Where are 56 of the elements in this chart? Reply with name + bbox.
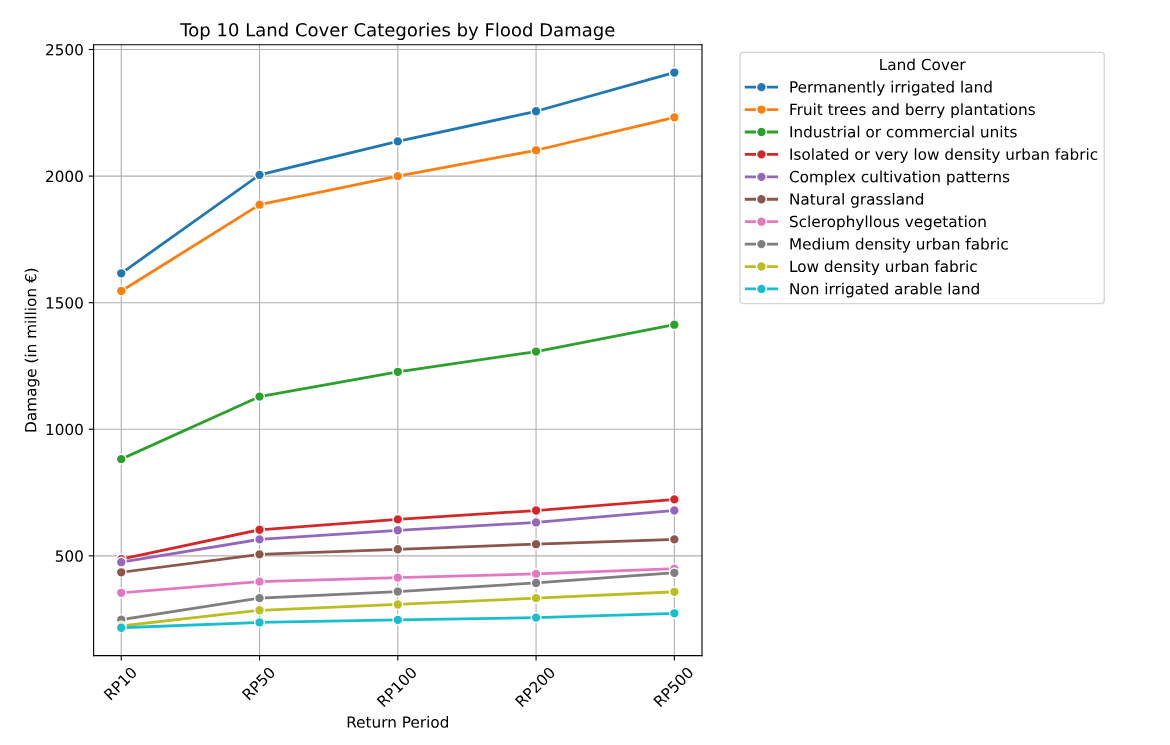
point [392, 524, 404, 536]
point [668, 319, 680, 331]
point [392, 572, 404, 584]
point [530, 577, 542, 589]
point [253, 548, 266, 560]
point [253, 169, 266, 181]
point [668, 586, 680, 598]
legend-label: Industrial or commercial units [790, 125, 1017, 138]
point [253, 592, 266, 604]
y-tick-label: 2500 [46, 43, 83, 56]
legend-label: Natural grassland [790, 193, 924, 208]
point [530, 612, 542, 624]
legend-label: Sclerophyllous vegetation [789, 215, 986, 231]
point [392, 513, 404, 525]
point [392, 614, 404, 626]
point [392, 366, 404, 378]
point [530, 504, 542, 517]
point [392, 170, 404, 182]
y-tick-label: 1500 [46, 297, 83, 309]
point [530, 592, 542, 604]
point [530, 538, 542, 550]
legend-label: Non irrigated arable land [790, 282, 979, 298]
legend-label: Permanently irrigated land [790, 80, 992, 96]
point [668, 493, 680, 505]
point [530, 144, 542, 156]
point [668, 533, 680, 545]
point [392, 543, 404, 555]
point [530, 516, 542, 528]
point [392, 598, 404, 611]
point [253, 604, 266, 616]
point [668, 66, 680, 79]
point [253, 533, 266, 545]
legend-label: Fruit trees and berry plantations [790, 103, 1035, 119]
point [392, 585, 404, 598]
point [668, 504, 680, 517]
legend-label: Isolated or very low density urban fabric [790, 148, 1098, 163]
y-tick-label: 2000 [46, 170, 83, 183]
point [253, 616, 266, 628]
point [668, 567, 680, 579]
legend-title: Land Cover [880, 58, 966, 71]
point [530, 105, 542, 117]
point [668, 607, 680, 619]
y-axis-title: Damage (in million €) [24, 268, 40, 432]
legend-label: Complex cultivation patterns [789, 170, 1010, 186]
point [253, 391, 266, 403]
point [392, 135, 404, 147]
point [253, 576, 266, 588]
chart-title: Top 10 Land Cover Categories by Flood Damage [180, 22, 615, 41]
legend-label: Low density urban fabric [790, 260, 977, 276]
legend-label: Medium density urban fabric [790, 237, 1008, 253]
y-tick-label: 1000 [46, 423, 83, 436]
y-tick-label: 500 [55, 550, 83, 562]
point [530, 345, 542, 358]
point [253, 199, 266, 211]
point [668, 111, 680, 123]
x-axis-title: Return Period [347, 715, 448, 728]
